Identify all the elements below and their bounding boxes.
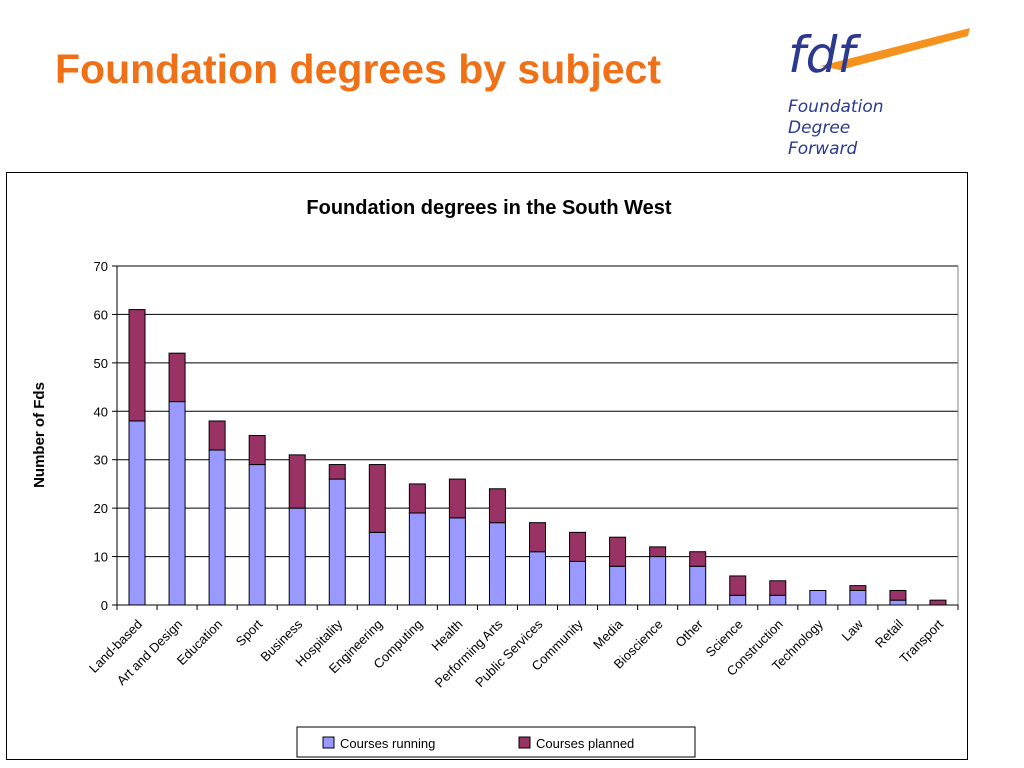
bar-running-art-and-design: [168, 401, 186, 606]
bar-planned-law: [849, 585, 867, 591]
stacked-bar-chart: Foundation degrees in the South West Num…: [31, 197, 959, 758]
bar-planned-bioscience: [649, 546, 667, 558]
y-tick-label-70: 70: [94, 259, 108, 274]
bar-planned-public-services: [529, 522, 546, 553]
bar-running-land-based: [128, 420, 146, 606]
bar-running-public-services: [529, 551, 546, 606]
bar-running-community: [569, 560, 587, 606]
bar-running-performing-arts: [488, 522, 506, 606]
bar-planned-health: [448, 478, 466, 519]
chart-title: Foundation degrees in the South West: [306, 197, 672, 219]
bar-running-technology: [809, 589, 827, 606]
logo-mark: fdf: [788, 26, 861, 84]
y-tick-label-20: 20: [94, 501, 108, 516]
bar-running-hospitality: [328, 478, 346, 606]
bar-planned-performing-arts: [488, 488, 506, 524]
bar-planned-hospitality: [328, 464, 346, 480]
bar-planned-transport: [929, 599, 947, 606]
fdf-logo: fdf Foundation Degree Forward: [788, 26, 970, 159]
bar-planned-science: [729, 575, 747, 596]
legend-swatch-planned: [518, 736, 531, 749]
bar-planned-engineering: [368, 464, 386, 533]
y-tick-label-0: 0: [101, 598, 108, 613]
y-tick-label-50: 50: [94, 356, 108, 371]
bar-running-bioscience: [649, 556, 667, 606]
logo-line-forward: Forward: [788, 139, 857, 159]
bar-planned-other: [689, 551, 707, 567]
bar-planned-business: [288, 454, 306, 509]
logo-line-foundation: Foundation: [788, 97, 884, 117]
chart-frame: Foundation degrees in the South West Num…: [6, 172, 968, 760]
bar-running-health: [448, 517, 466, 606]
x-label-media: Media: [590, 616, 626, 652]
bar-running-media: [609, 565, 627, 606]
y-tick-label-30: 30: [94, 453, 108, 468]
bar-running-sport: [248, 464, 266, 606]
bar-running-education: [208, 449, 226, 606]
logo-line-degree: Degree: [788, 118, 850, 138]
bar-planned-land-based: [128, 309, 146, 422]
bars: [128, 309, 947, 606]
legend: Courses running Courses planned: [296, 726, 696, 758]
bar-running-business: [288, 507, 306, 606]
x-label-transport: Transport: [896, 616, 946, 666]
bar-planned-education: [208, 420, 226, 451]
logo-swoosh: [820, 28, 970, 70]
bar-planned-computing: [408, 483, 426, 514]
x-label-other: Other: [672, 616, 706, 650]
bar-planned-media: [609, 536, 627, 567]
bar-planned-art-and-design: [168, 352, 186, 403]
y-tick-label-40: 40: [94, 404, 108, 419]
y-tick-label-10: 10: [94, 550, 108, 565]
x-label-retail: Retail: [872, 616, 906, 650]
bar-running-construction: [769, 594, 787, 606]
bar-planned-sport: [248, 435, 266, 466]
axes: [112, 265, 959, 610]
x-label-law: Law: [839, 616, 867, 644]
bar-planned-community: [569, 531, 587, 562]
x-label-sport: Sport: [233, 616, 266, 649]
legend-swatch-running: [322, 736, 335, 749]
y-tick-label-60: 60: [94, 307, 108, 322]
bar-planned-construction: [769, 580, 787, 596]
slide-title: Foundation degrees by subject: [55, 46, 661, 92]
bar-running-other: [689, 565, 707, 606]
x-label-health: Health: [428, 617, 465, 654]
bar-running-computing: [408, 512, 426, 606]
bar-running-law: [849, 589, 867, 606]
bar-running-science: [729, 594, 747, 606]
legend-label-running: Courses running: [340, 736, 435, 751]
legend-label-planned: Courses planned: [536, 736, 634, 751]
bar-running-retail: [889, 599, 907, 606]
bar-running-engineering: [368, 531, 386, 606]
legend-box: [296, 726, 696, 758]
y-axis-title: Number of Fds: [31, 382, 48, 488]
bar-planned-retail: [889, 589, 907, 601]
